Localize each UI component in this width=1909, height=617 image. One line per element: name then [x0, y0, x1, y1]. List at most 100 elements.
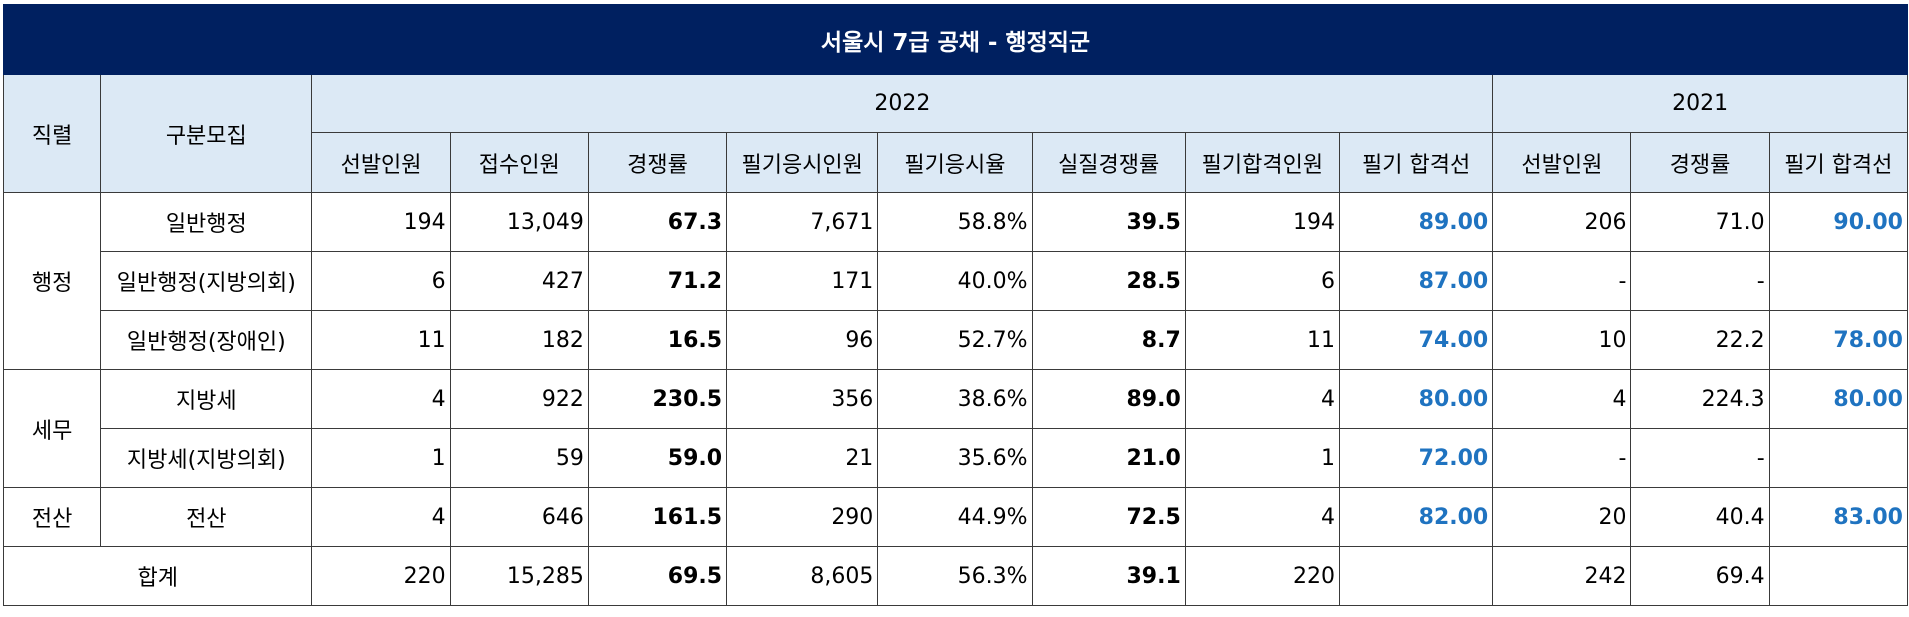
cell-2022-selected: 4	[311, 487, 451, 547]
cell-2022-selected: 6	[311, 251, 451, 311]
total-2022-real-ratio: 39.1	[1031, 546, 1186, 606]
total-2022-attendance-rate: 56.3%	[877, 546, 1033, 606]
cell-2022-applied: 13,049	[449, 192, 589, 252]
cell-2021-selected: -	[1492, 428, 1632, 488]
header-2021-selected: 선발인원	[1492, 132, 1632, 193]
cell-2022-real-ratio: 89.0	[1031, 369, 1186, 429]
cell-2022-cutoff: 82.00	[1339, 487, 1494, 547]
category-cell: 전산	[2, 487, 102, 547]
cell-2022-selected: 11	[311, 310, 451, 370]
cell-2022-passed: 4	[1184, 487, 1341, 547]
table-row: 세무 지방세 4 922 230.5 356 38.6% 89.0 4 80.00 4 224.3 80…	[2, 369, 1909, 488]
table-row: 일반행정(지방의회) 6 427 71.2 171 40.0% 28.5 6 87.00- -	[4, 251, 1909, 311]
cell-2022-real-ratio: 72.5	[1031, 487, 1186, 547]
header-2021-cutoff: 필기 합격선	[1768, 132, 1909, 193]
header-2022-test-takers: 필기응시인원	[726, 132, 879, 193]
cell-2022-ratio: 59.0	[587, 428, 728, 488]
cell-2022-attendance-rate: 38.6%	[877, 369, 1033, 429]
cell-2022-cutoff: 80.00	[1339, 369, 1494, 429]
cell-2021-selected: -	[1492, 251, 1632, 311]
recruit-cell: 지방세(지방의회)	[100, 428, 313, 488]
cell-2021-cutoff: 78.00	[1768, 310, 1909, 370]
cell-2021-ratio: 22.2	[1630, 310, 1770, 370]
cell-2021-ratio: 71.0	[1630, 192, 1770, 252]
header-2022-ratio: 경쟁률	[587, 132, 728, 193]
total-2022-cutoff	[1339, 546, 1494, 606]
cell-2021-ratio: -	[1630, 251, 1770, 311]
table-row: 일반행정(장애인) 11 182 16.5 96 52.7% 8.7 11 74.00 10 22.…	[4, 310, 1909, 370]
cell-2022-test-takers: 96	[726, 310, 879, 370]
cell-2022-passed: 1	[1184, 428, 1341, 488]
total-2022-test-takers: 8,605	[726, 546, 879, 606]
cell-2021-ratio: 40.4	[1630, 487, 1770, 547]
cell-2022-test-takers: 290	[726, 487, 879, 547]
total-2022-selected: 220	[311, 546, 451, 606]
cell-2022-applied: 646	[449, 487, 589, 547]
recruit-cell: 일반행정	[100, 192, 313, 252]
recruitment-table-container: 서울시 7급 공채 - 행정직군 직렬 구분모집 2022 2021 선발인원 …	[2, 4, 1909, 606]
table-row: 전산 전산 4 646 161.5 290 44.9% 72.5 4 82.00 20 40.4 83.…	[2, 487, 1909, 547]
total-row: 합계 220 15,285 69.5 8,605 56.3% 39.1 220 242 69.4	[2, 546, 1909, 606]
cell-2022-ratio: 16.5	[587, 310, 728, 370]
cell-2021-selected: 20	[1492, 487, 1632, 547]
cell-2022-passed: 4	[1184, 369, 1341, 429]
recruit-cell: 일반행정(지방의회)	[100, 251, 313, 311]
cell-2022-cutoff: 87.00	[1339, 251, 1494, 311]
recruit-cell: 일반행정(장애인)	[100, 310, 313, 370]
cell-2022-applied: 59	[449, 428, 589, 488]
cell-2021-selected: 4	[1492, 369, 1632, 429]
category-cell: 행정	[2, 192, 102, 370]
header-2021-ratio: 경쟁률	[1630, 132, 1770, 193]
cell-2022-passed: 6	[1184, 251, 1341, 311]
cell-2021-cutoff: 90.00	[1768, 192, 1909, 252]
cell-2022-applied: 922	[449, 369, 589, 429]
table-title: 서울시 7급 공채 - 행정직군	[3, 4, 1908, 75]
cell-2022-real-ratio: 28.5	[1031, 251, 1186, 311]
cell-2022-test-takers: 171	[726, 251, 879, 311]
total-2022-applied: 15,285	[449, 546, 589, 606]
header-2022-applied: 접수인원	[449, 132, 589, 193]
cell-2022-ratio: 67.3	[587, 192, 728, 252]
cell-2022-selected: 1	[311, 428, 451, 488]
cell-2022-selected: 4	[311, 369, 451, 429]
category-cell: 세무	[2, 369, 102, 488]
cell-2022-test-takers: 7,671	[726, 192, 879, 252]
cell-2021-cutoff	[1768, 251, 1909, 311]
table-body: 행정 일반행정 194 13,049 67.3 7,671 58.8% 39.5 194 89.0…	[2, 192, 1909, 606]
recruit-cell: 전산	[100, 487, 313, 547]
cell-2021-cutoff	[1768, 428, 1909, 488]
cell-2021-ratio: 224.3	[1630, 369, 1770, 429]
cell-2022-applied: 427	[449, 251, 589, 311]
cell-2022-ratio: 71.2	[587, 251, 728, 311]
cell-2021-cutoff: 83.00	[1768, 487, 1909, 547]
total-2022-passed: 220	[1184, 546, 1341, 606]
table-row: 지방세(지방의회) 1 59 59.0 21 35.6% 21.0 1 72.00- -	[4, 428, 1909, 488]
header-2022-cutoff: 필기 합격선	[1339, 132, 1494, 193]
recruit-cell: 지방세	[100, 369, 313, 429]
cell-2021-selected: 206	[1492, 192, 1632, 252]
cell-2022-ratio: 161.5	[587, 487, 728, 547]
cell-2022-test-takers: 21	[726, 428, 879, 488]
cell-2022-attendance-rate: 35.6%	[877, 428, 1033, 488]
recruitment-table: 서울시 7급 공채 - 행정직군 직렬 구분모집 2022 2021 선발인원 …	[2, 4, 1909, 606]
cell-2022-real-ratio: 8.7	[1031, 310, 1186, 370]
cell-2021-cutoff: 80.00	[1768, 369, 1909, 429]
header-year-2022: 2022	[311, 74, 1494, 133]
cell-2022-ratio: 230.5	[587, 369, 728, 429]
cell-2022-attendance-rate: 58.8%	[877, 192, 1033, 252]
cell-2022-real-ratio: 21.0	[1031, 428, 1186, 488]
total-label: 합계	[2, 546, 313, 606]
cell-2022-attendance-rate: 40.0%	[877, 251, 1033, 311]
total-2021-ratio: 69.4	[1630, 546, 1770, 606]
cell-2022-cutoff: 74.00	[1339, 310, 1494, 370]
cell-2022-cutoff: 89.00	[1339, 192, 1494, 252]
cell-2022-selected: 194	[311, 192, 451, 252]
header-2022-real-ratio: 실질경쟁률	[1031, 132, 1186, 193]
cell-2021-ratio: -	[1630, 428, 1770, 488]
total-2021-selected: 242	[1492, 546, 1632, 606]
cell-2022-applied: 182	[449, 310, 589, 370]
header-2022-passed: 필기합격인원	[1184, 132, 1341, 193]
cell-2022-cutoff: 72.00	[1339, 428, 1494, 488]
cell-2021-selected: 10	[1492, 310, 1632, 370]
cell-2022-passed: 194	[1184, 192, 1341, 252]
